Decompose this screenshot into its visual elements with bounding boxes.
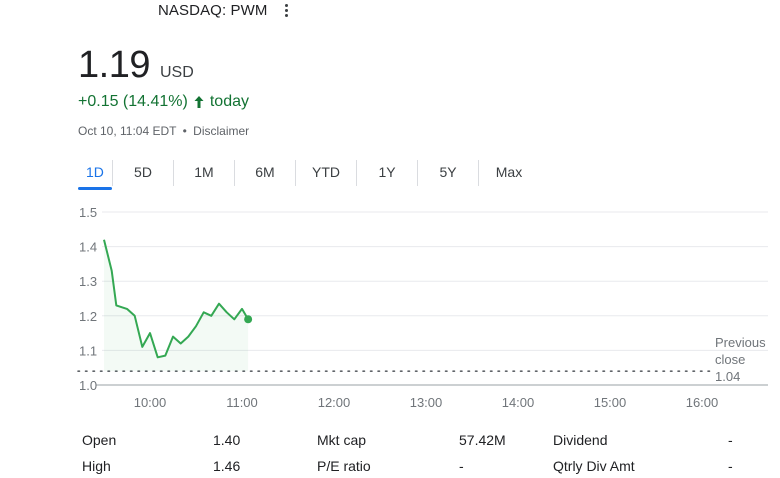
tab-5d[interactable]: 5D	[113, 158, 173, 188]
stats-row: High 1.46 P/E ratio - Qtrly Div Amt -	[82, 458, 762, 478]
price-chart[interactable]: 1.5 1.4 1.3 1.2 1.1 1.0 Previous close 1.04 10:00…	[0, 198, 780, 418]
ticker-row: NASDAQ: PWM	[158, 2, 291, 19]
y-tick-label: 1.5	[79, 205, 97, 220]
x-tick-label: 15:00	[594, 395, 627, 410]
stat-value-qtrly-div: -	[728, 458, 733, 474]
stats-row: Open 1.40 Mkt cap 57.42M Dividend -	[82, 432, 762, 452]
stat-label-qtrly-div: Qtrly Div Amt	[553, 458, 635, 474]
previous-close-label: close	[715, 352, 745, 367]
stat-label-pe-ratio: P/E ratio	[317, 458, 371, 474]
stat-label-mkt-cap: Mkt cap	[317, 432, 366, 448]
y-tick-label: 1.3	[79, 274, 97, 289]
stat-value-pe-ratio: -	[459, 458, 464, 474]
stat-value-high: 1.46	[213, 458, 240, 474]
x-tick-label: 13:00	[410, 395, 443, 410]
tab-6m[interactable]: 6M	[235, 158, 295, 188]
disclaimer-link[interactable]: Disclaimer	[193, 124, 249, 138]
y-tick-label: 1.0	[79, 378, 97, 393]
range-tabs: 1D 5D 1M 6M YTD 1Y 5Y Max	[78, 158, 539, 188]
y-tick-label: 1.1	[79, 343, 97, 358]
quote-timestamp: Oct 10, 11:04 EDT	[78, 124, 176, 138]
price-row: 1.19 USD	[78, 44, 194, 87]
tab-ytd[interactable]: YTD	[296, 158, 356, 188]
x-tick-label: 16:00	[686, 395, 719, 410]
x-tick-label: 10:00	[134, 395, 167, 410]
currency-label: USD	[160, 64, 194, 82]
stat-value-open: 1.40	[213, 432, 240, 448]
stat-value-dividend: -	[728, 432, 733, 448]
tab-1m[interactable]: 1M	[174, 158, 234, 188]
tab-1d[interactable]: 1D	[78, 158, 112, 188]
series-area	[104, 240, 248, 371]
previous-close-label: Previous	[715, 335, 766, 350]
stat-label-high: High	[82, 458, 111, 474]
stat-value-mkt-cap: 57.42M	[459, 432, 506, 448]
meta-separator: •	[183, 124, 187, 138]
ticker-symbol: NASDAQ: PWM	[158, 2, 267, 19]
x-tick-label: 14:00	[502, 395, 535, 410]
arrow-up-icon	[193, 95, 205, 109]
previous-close-value: 1.04	[715, 369, 740, 384]
tab-max[interactable]: Max	[479, 158, 539, 188]
x-tick-label: 11:00	[226, 395, 258, 410]
y-tick-label: 1.4	[79, 240, 97, 255]
change-period: today	[210, 93, 249, 111]
current-price-marker	[244, 315, 252, 323]
price-change: +0.15 (14.41%)	[78, 93, 188, 111]
quote-meta: Oct 10, 11:04 EDT • Disclaimer	[78, 124, 249, 138]
more-options-icon[interactable]	[281, 4, 291, 17]
price-change-row: +0.15 (14.41%) today	[78, 93, 249, 111]
current-price: 1.19	[78, 44, 150, 87]
x-tick-label: 12:00	[318, 395, 351, 410]
y-tick-label: 1.2	[79, 309, 97, 324]
stat-label-dividend: Dividend	[553, 432, 607, 448]
tab-1y[interactable]: 1Y	[357, 158, 417, 188]
tab-5y[interactable]: 5Y	[418, 158, 478, 188]
stat-label-open: Open	[82, 432, 116, 448]
